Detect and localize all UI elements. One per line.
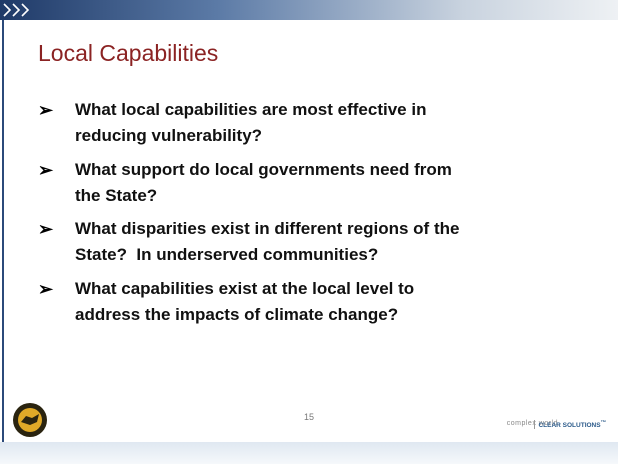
bullet-text: What disparities exist in different regi… (75, 219, 460, 238)
chevrons (3, 3, 30, 17)
bullet-text: State? In underserved communities? (75, 245, 379, 264)
footer-tagline: complex world (506, 420, 558, 427)
bullet-text: reducing vulnerability? (75, 126, 263, 145)
bullet-text: What capabilities exist at the local lev… (75, 279, 415, 298)
page-number: 15 (303, 412, 314, 422)
bullet-text: What support do local governments need f… (75, 160, 452, 179)
bullet-text: the State? (75, 186, 158, 205)
bullet-arrow: ➢ (38, 219, 54, 239)
top-bar (0, 0, 618, 20)
seal-logo (13, 403, 47, 437)
bullet-arrow: ➢ (38, 279, 54, 299)
left-border (2, 20, 4, 442)
brand-text: CLEAR SOLUTIONS (538, 422, 601, 430)
bottom-bar (0, 442, 618, 464)
bullet-text: address the impacts of climate change? (75, 305, 399, 324)
bullet-arrow: ➢ (38, 100, 54, 120)
footer-brand: CLEAR SOLUTIONS™ (534, 420, 606, 430)
slide-title: Local Capabilities (38, 40, 219, 66)
bullet-arrow: ➢ (38, 160, 54, 180)
brand-mark: ™ (600, 420, 606, 426)
bullet-text: What local capabilities are most effecti… (75, 100, 427, 119)
